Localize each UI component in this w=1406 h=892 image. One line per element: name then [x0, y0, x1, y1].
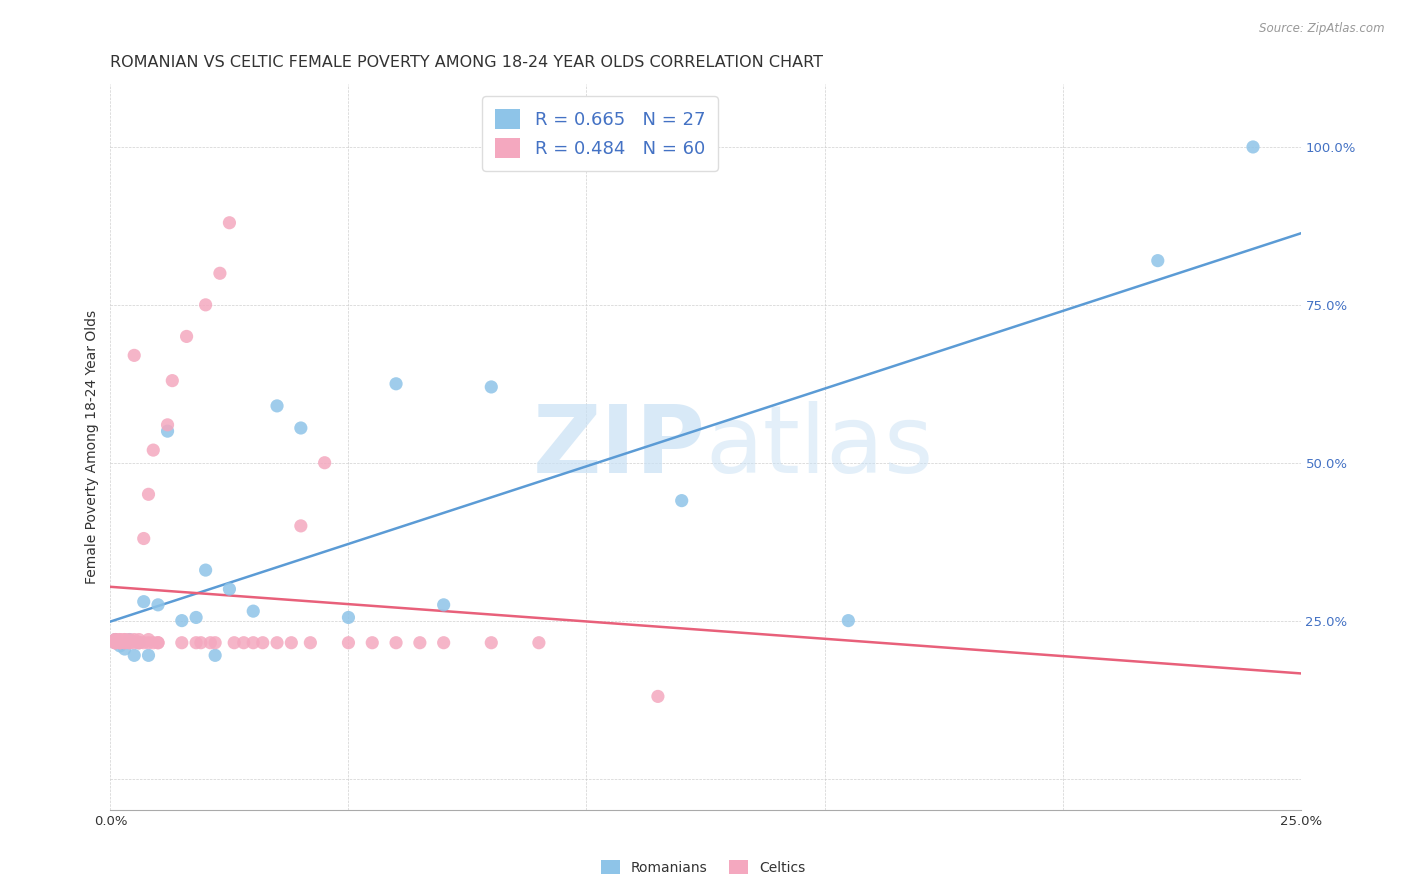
Point	[361, 636, 384, 650]
Text: ROMANIAN VS CELTIC FEMALE POVERTY AMONG 18-24 YEAR OLDS CORRELATION CHART: ROMANIAN VS CELTIC FEMALE POVERTY AMONG …	[111, 55, 824, 70]
Point	[162, 374, 184, 388]
Point	[208, 266, 231, 280]
Point	[128, 636, 150, 650]
Point	[204, 648, 226, 663]
Point	[142, 636, 165, 650]
Point	[337, 636, 360, 650]
Point	[118, 636, 141, 650]
Point	[132, 595, 155, 609]
Point	[184, 636, 207, 650]
Point	[146, 636, 169, 650]
Point	[837, 614, 859, 628]
Point	[409, 636, 432, 650]
Text: Source: ZipAtlas.com: Source: ZipAtlas.com	[1260, 22, 1385, 36]
Legend: Romanians, Celtics: Romanians, Celtics	[595, 855, 811, 880]
Point	[299, 636, 322, 650]
Point	[156, 417, 179, 432]
Point	[114, 636, 136, 650]
Point	[204, 636, 226, 650]
Point	[104, 636, 127, 650]
Point	[218, 582, 240, 596]
Point	[114, 636, 136, 650]
Point	[232, 636, 254, 650]
Point	[108, 636, 131, 650]
Point	[433, 636, 456, 650]
Point	[190, 636, 212, 650]
Point	[108, 636, 131, 650]
Point	[242, 604, 264, 618]
Point	[184, 610, 207, 624]
Point	[156, 424, 179, 438]
Point	[314, 456, 336, 470]
Point	[108, 636, 131, 650]
Point	[290, 519, 312, 533]
Point	[138, 487, 160, 501]
Point	[170, 614, 193, 628]
Point	[647, 690, 669, 704]
Point	[104, 636, 127, 650]
Point	[266, 636, 288, 650]
Point	[266, 399, 288, 413]
Y-axis label: Female Poverty Among 18-24 Year Olds: Female Poverty Among 18-24 Year Olds	[86, 310, 100, 584]
Point	[118, 632, 141, 647]
Point	[128, 636, 150, 650]
Point	[479, 380, 502, 394]
Point	[252, 636, 274, 650]
Point	[132, 532, 155, 546]
Point	[122, 636, 145, 650]
Point	[114, 632, 136, 647]
Point	[146, 598, 169, 612]
Point	[122, 648, 145, 663]
Point	[218, 216, 240, 230]
Point	[176, 329, 198, 343]
Point	[385, 636, 408, 650]
Text: atlas: atlas	[706, 401, 934, 493]
Point	[479, 636, 502, 650]
Point	[194, 298, 217, 312]
Point	[128, 636, 150, 650]
Point	[118, 632, 141, 647]
Point	[1146, 253, 1168, 268]
Point	[122, 348, 145, 362]
Point	[142, 443, 165, 458]
Point	[104, 632, 127, 647]
Point	[170, 636, 193, 650]
Point	[138, 648, 160, 663]
Point	[280, 636, 302, 650]
Point	[132, 636, 155, 650]
Point	[114, 642, 136, 657]
Point	[194, 563, 217, 577]
Point	[138, 632, 160, 647]
Point	[104, 632, 127, 647]
Point	[146, 636, 169, 650]
Point	[128, 632, 150, 647]
Point	[200, 636, 222, 650]
Text: ZIP: ZIP	[533, 401, 706, 493]
Point	[671, 493, 693, 508]
Point	[433, 598, 456, 612]
Point	[104, 636, 127, 650]
Point	[224, 636, 246, 650]
Point	[108, 632, 131, 647]
Point	[1241, 140, 1264, 154]
Point	[114, 632, 136, 647]
Point	[104, 636, 127, 650]
Point	[138, 636, 160, 650]
Point	[337, 610, 360, 624]
Point	[290, 421, 312, 435]
Point	[527, 636, 550, 650]
Point	[118, 636, 141, 650]
Point	[108, 639, 131, 653]
Legend: R = 0.665   N = 27, R = 0.484   N = 60: R = 0.665 N = 27, R = 0.484 N = 60	[482, 96, 718, 170]
Point	[108, 632, 131, 647]
Point	[385, 376, 408, 391]
Point	[242, 636, 264, 650]
Point	[122, 632, 145, 647]
Point	[104, 632, 127, 647]
